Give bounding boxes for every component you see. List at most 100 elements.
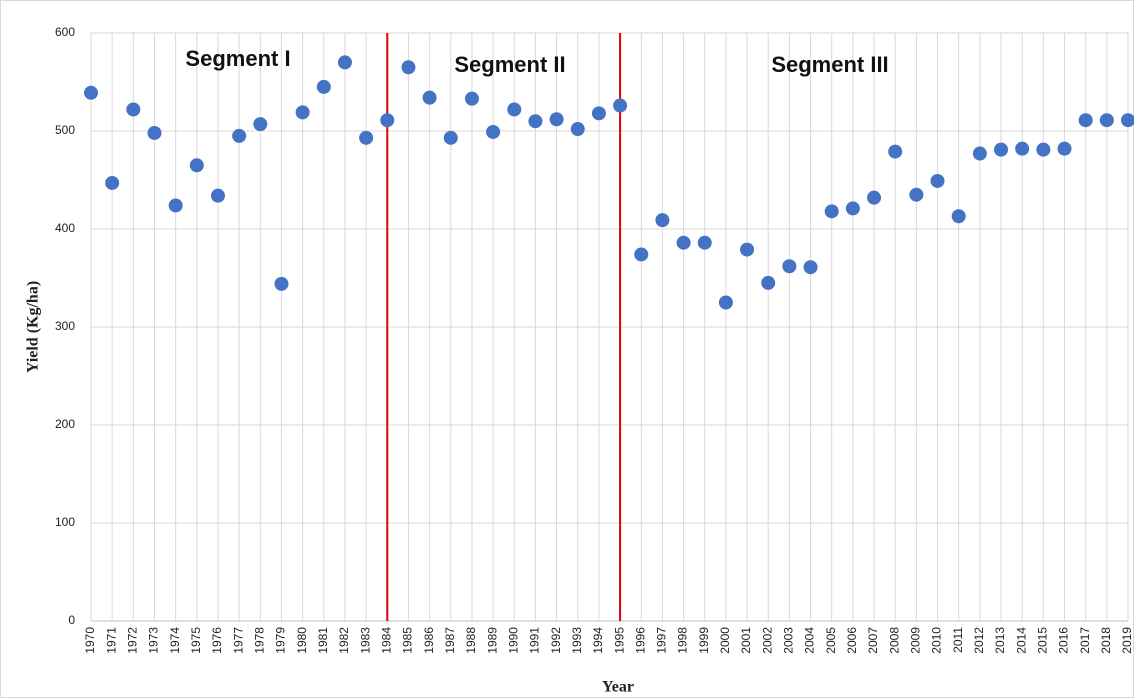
data-point xyxy=(486,124,501,139)
x-tick-label: 1992 xyxy=(549,627,563,654)
x-tick-label: 2002 xyxy=(760,627,774,654)
data-point xyxy=(1099,113,1114,128)
data-point xyxy=(105,175,120,190)
x-tick-label: 1993 xyxy=(570,627,584,654)
data-point xyxy=(740,242,755,257)
data-point xyxy=(782,259,797,274)
annotation: Segment I xyxy=(185,46,290,71)
data-point xyxy=(570,122,585,137)
y-axis-title: Yield (Kg/ha) xyxy=(25,281,42,373)
x-tick-label: 1971 xyxy=(104,627,118,654)
x-tick-label: 2010 xyxy=(930,627,944,654)
y-tick-label: 600 xyxy=(55,25,75,39)
x-tick-label: 2008 xyxy=(887,627,901,654)
x-tick-label: 1988 xyxy=(464,627,478,654)
data-point xyxy=(867,190,882,205)
data-point xyxy=(655,213,670,228)
x-tick-label: 1979 xyxy=(274,627,288,654)
x-tick-label: 2013 xyxy=(993,627,1007,654)
data-point xyxy=(401,60,416,75)
x-tick-label: 2005 xyxy=(824,627,838,654)
data-point xyxy=(84,85,98,100)
data-point xyxy=(761,275,776,290)
x-tick-label: 2000 xyxy=(718,627,732,654)
x-tick-label: 1977 xyxy=(231,627,245,654)
x-tick-label: 2017 xyxy=(1078,627,1092,654)
data-point xyxy=(930,173,945,188)
data-point xyxy=(422,90,437,105)
data-point xyxy=(591,106,606,121)
data-point xyxy=(972,146,987,161)
data-point xyxy=(549,112,564,127)
data-point xyxy=(1036,142,1051,157)
x-tick-label: 2006 xyxy=(845,627,859,654)
x-tick-label: 2007 xyxy=(866,627,880,654)
x-tick-label: 1976 xyxy=(210,627,224,654)
data-point xyxy=(232,128,247,143)
data-point xyxy=(718,295,733,310)
data-point xyxy=(147,125,162,140)
annotation: Segment II xyxy=(454,52,565,77)
x-tick-label: 1987 xyxy=(443,627,457,654)
data-point xyxy=(316,79,331,94)
data-point xyxy=(168,198,183,213)
data-point xyxy=(697,235,712,250)
x-tick-label: 1997 xyxy=(655,627,669,654)
x-tick-label: 1984 xyxy=(379,627,393,654)
data-point xyxy=(803,260,818,275)
data-point xyxy=(634,247,649,262)
x-tick-label: 1970 xyxy=(83,627,97,654)
x-tick-label: 2019 xyxy=(1120,627,1134,654)
x-tick-label: 1995 xyxy=(612,627,626,654)
data-point xyxy=(845,201,860,216)
data-point xyxy=(824,204,839,219)
x-tick-label: 2003 xyxy=(782,627,796,654)
data-point xyxy=(210,188,225,203)
data-point xyxy=(380,113,395,128)
x-tick-label: 2018 xyxy=(1099,627,1113,654)
data-point xyxy=(337,55,352,70)
x-tick-label: 1999 xyxy=(697,627,711,654)
x-tick-label: 1972 xyxy=(125,627,139,654)
y-tick-label: 400 xyxy=(55,221,75,235)
x-tick-label: 2012 xyxy=(972,627,986,654)
x-tick-label: 2009 xyxy=(909,627,923,654)
x-tick-label: 1982 xyxy=(337,627,351,654)
x-tick-label: 2016 xyxy=(1057,627,1071,654)
x-tick-label: 2014 xyxy=(1014,627,1028,654)
x-tick-label: 1985 xyxy=(401,627,415,654)
x-tick-label: 1996 xyxy=(633,627,647,654)
x-tick-label: 1986 xyxy=(422,627,436,654)
x-tick-label: 2004 xyxy=(803,627,817,654)
x-tick-label: 2015 xyxy=(1036,627,1050,654)
y-tick-label: 300 xyxy=(55,319,75,333)
data-point xyxy=(295,105,310,120)
x-tick-label: 1978 xyxy=(252,627,266,654)
data-point xyxy=(274,276,289,291)
x-tick-label: 1990 xyxy=(506,627,520,654)
data-point xyxy=(359,130,374,145)
y-tick-label: 200 xyxy=(55,417,75,431)
x-tick-label: 1973 xyxy=(147,627,161,654)
annotation: Segment III xyxy=(771,52,888,77)
data-point xyxy=(1121,113,1134,128)
data-point xyxy=(464,91,479,106)
x-axis-title: Year xyxy=(602,679,634,696)
data-point xyxy=(909,187,924,202)
x-tick-label: 1974 xyxy=(168,627,182,654)
data-point xyxy=(126,102,141,117)
y-tick-label: 500 xyxy=(55,123,75,137)
data-point xyxy=(253,117,268,132)
data-point xyxy=(994,142,1009,157)
x-tick-label: 1991 xyxy=(528,627,542,654)
x-tick-label: 2001 xyxy=(739,627,753,654)
data-point xyxy=(443,130,458,145)
y-tick-label: 0 xyxy=(68,613,75,627)
data-point xyxy=(888,144,903,159)
data-point xyxy=(1057,141,1072,156)
x-tick-label: 1994 xyxy=(591,627,605,654)
data-point xyxy=(951,209,966,224)
data-point xyxy=(1015,141,1030,156)
x-tick-label: 1998 xyxy=(676,627,690,654)
